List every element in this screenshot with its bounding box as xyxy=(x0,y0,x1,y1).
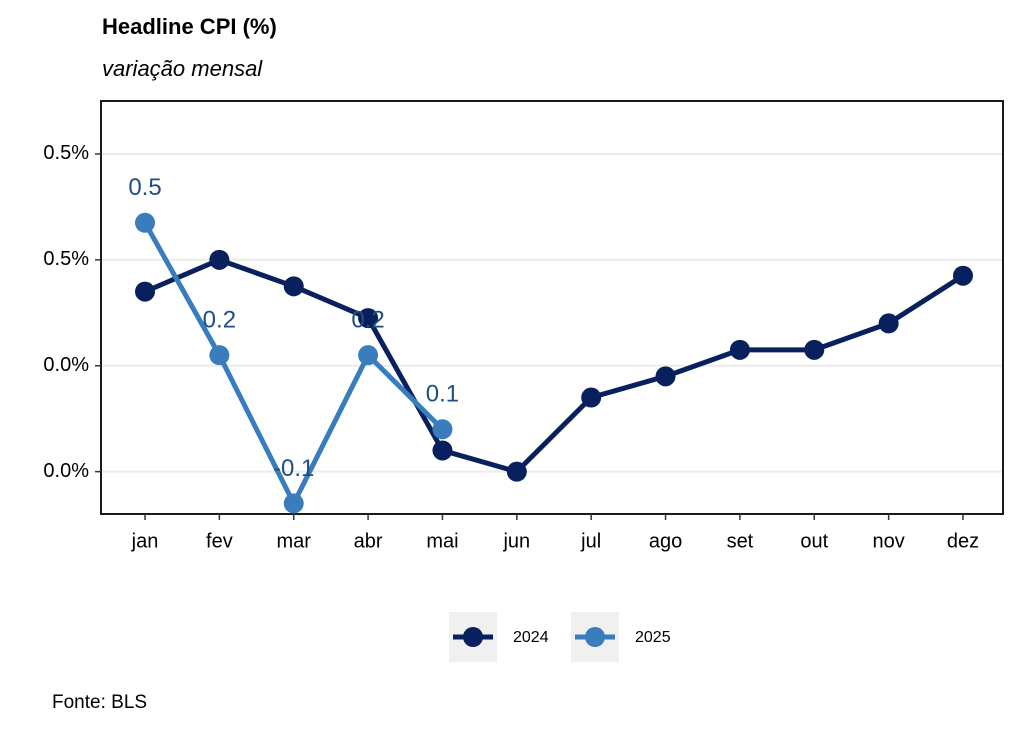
point xyxy=(283,493,304,514)
point xyxy=(432,440,453,461)
x-tick-label: set xyxy=(727,530,754,552)
chart-subtitle: variação mensal xyxy=(102,56,263,81)
y-tick-label: 0.0% xyxy=(43,354,89,376)
point xyxy=(283,276,304,297)
legend-key-point xyxy=(585,627,605,647)
x-tick-label: abr xyxy=(354,530,383,552)
series-line xyxy=(144,257,965,475)
y-tick-label: 0.0% xyxy=(43,460,89,482)
source: Fonte: BLS xyxy=(52,692,147,713)
x-tick-label: jan xyxy=(131,530,159,552)
grid xyxy=(101,152,1003,473)
y-tick-label: 0.5% xyxy=(43,248,89,270)
legend-label: 2024 xyxy=(513,629,549,646)
x-tick-label: ago xyxy=(649,530,682,552)
point xyxy=(729,339,750,360)
x-tick-label: nov xyxy=(873,530,905,552)
data-label: -0.1 xyxy=(273,455,314,482)
y-tick-label: 0.5% xyxy=(43,142,89,164)
point xyxy=(209,345,230,366)
x-tick-label: fev xyxy=(206,530,233,552)
point xyxy=(209,249,230,270)
data-label: 0.2 xyxy=(203,306,236,333)
point xyxy=(135,281,155,302)
point xyxy=(878,313,899,334)
panel-border xyxy=(100,100,1004,515)
point xyxy=(581,387,602,408)
x-tick-label: out xyxy=(800,530,828,552)
legend-key-point xyxy=(463,627,483,647)
point xyxy=(506,461,527,482)
point xyxy=(135,212,155,233)
point xyxy=(804,339,825,360)
point xyxy=(432,419,453,440)
x-tick-label: jun xyxy=(502,530,530,552)
x-tick-label: jul xyxy=(580,530,601,552)
data-label: 0.5 xyxy=(128,174,161,201)
point xyxy=(953,265,973,286)
point xyxy=(655,366,676,387)
point xyxy=(358,345,379,366)
data-label: 0.1 xyxy=(426,381,459,408)
chart-title: Headline CPI (%) xyxy=(102,14,277,39)
x-tick-label: mar xyxy=(277,530,312,552)
x-tick-label: dez xyxy=(947,530,979,552)
legend-label: 2025 xyxy=(635,629,671,646)
data-label: 0.2 xyxy=(351,306,384,333)
x-tick-label: mai xyxy=(426,530,458,552)
point xyxy=(358,308,379,329)
